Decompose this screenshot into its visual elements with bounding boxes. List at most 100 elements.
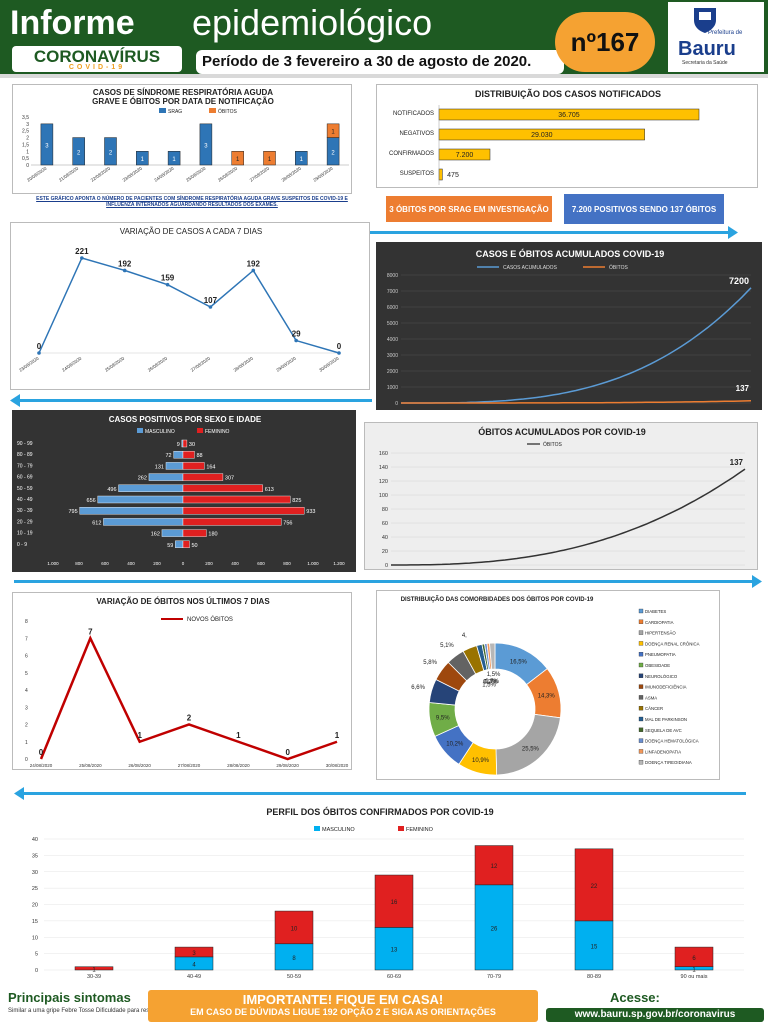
x-tick: 23/08/2020 (18, 355, 40, 372)
category-label: 40 - 49 (17, 497, 33, 503)
bar-label: 2 (109, 150, 113, 156)
srag-chart: CASOS DE SÍNDROME RESPIRATÓRIA AGUDAGRAV… (22, 88, 349, 183)
bar (374, 927, 414, 971)
category-label: 10 - 19 (17, 531, 33, 537)
slice-label: 5,1% (440, 643, 454, 649)
y-tick: 8 (25, 619, 28, 625)
chart-title: CASOS E ÓBITOS ACUMULADOS COVID-19 (476, 248, 665, 259)
important-sub: EM CASO DE DÚVIDAS LIGUE 192 OPÇÃO 2 E S… (190, 1007, 496, 1017)
logo-prefix: Prefeitura de (708, 30, 743, 36)
slice-label: 10,9% (472, 758, 490, 764)
x-tick: 80-89 (587, 974, 601, 980)
title-light: epidemiológico (192, 2, 433, 43)
acum-panel: CASOS E ÓBITOS ACUMULADOS COVID-19 CASOS … (376, 242, 762, 410)
bar-label: 59 (167, 543, 173, 549)
brand-sub: COVID-19 (68, 64, 126, 71)
y-tick: 5 (25, 671, 28, 677)
bar-label: 1 (268, 157, 272, 163)
notif-panel: DISTRIBUIÇÃO DOS CASOS NOTIFICADOS NOTIFI… (376, 84, 758, 188)
slice-label: 16,5% (510, 659, 528, 665)
legend-label: OBESIDADE (645, 663, 670, 668)
bar (175, 540, 184, 549)
data-label: 107 (204, 296, 218, 305)
chart-title: VARIAÇÃO DE ÓBITOS NOS ÚLTIMOS 7 DIAS (96, 597, 270, 606)
bar-label: 2 (77, 150, 81, 156)
bar (474, 884, 514, 971)
legend-label: MAL DE PARKINSON (645, 717, 687, 722)
x-tick: 28/08/2020 (233, 355, 255, 372)
legend-label: FEMININO (205, 429, 230, 435)
title-bold: Informe (10, 4, 135, 42)
bar-label: 2 (331, 150, 335, 156)
bar-label: 26 (491, 926, 498, 932)
category-label: NOTIFICADOS (393, 111, 434, 117)
data-point (294, 338, 298, 343)
legend-swatch (638, 749, 644, 754)
x-tick: 400 (127, 561, 135, 566)
var7ob-chart: VARIAÇÃO DE ÓBITOS NOS ÚLTIMOS 7 DIAS NOV… (25, 597, 349, 768)
category-label: 60 - 69 (17, 475, 33, 481)
legend-label: FEMININO (406, 827, 434, 833)
category-label: CONFIRMADOS (389, 151, 434, 157)
category-label: 80 - 89 (17, 452, 33, 458)
y-tick: 160 (379, 451, 388, 457)
bar-label: 933 (306, 509, 315, 515)
legend-label: NOVOS ÓBITOS (187, 616, 233, 623)
y-tick: 7 (25, 636, 28, 642)
y-tick: 6000 (387, 305, 398, 311)
website-link[interactable]: www.bauru.sp.gov.br/coronavirus (546, 1008, 764, 1022)
obitosacum-panel: ÓBITOS ACUMULADOS POR COVID-19 ÓBITOS 0 20 4… (364, 422, 758, 570)
notif-chart: DISTRIBUIÇÃO DOS CASOS NOTIFICADOS NOTIFI… (389, 89, 700, 185)
var7-panel: VARIAÇÃO DE CASOS A CADA 7 DIAS 0 23/08/20… (10, 222, 370, 390)
x-tick: 29/08/2020 (275, 355, 297, 372)
chart-title: DISTRIBUIÇÃO DAS COMORBIDADES DOS ÓBITOS… (401, 595, 594, 603)
y-tick: 1 (26, 149, 29, 155)
legend-swatch (638, 727, 644, 732)
bar (574, 848, 614, 922)
legend-swatch (398, 826, 404, 831)
x-tick: 30-39 (87, 974, 101, 980)
x-tick: 26/08/2020 (217, 165, 239, 182)
bar-label: 262 (138, 476, 147, 482)
x-tick: 600 (101, 561, 109, 566)
x-tick: 0 (182, 561, 185, 566)
arrow-right-icon (728, 226, 738, 239)
flow-arrow-2 (20, 399, 372, 402)
x-tick: 60-69 (387, 974, 401, 980)
y-tick: 0 (25, 757, 28, 763)
y-tick: 0 (35, 968, 38, 974)
data-label: 192 (247, 259, 261, 268)
x-tick: 200 (205, 561, 213, 566)
end-label: 137 (736, 384, 750, 393)
x-tick: 24/08/2020 (61, 355, 83, 372)
bar-label: 7.200 (456, 152, 474, 159)
bar-label: 612 (92, 520, 101, 526)
slice-label: 9,5% (436, 716, 450, 722)
category-label: 70 - 79 (17, 463, 33, 469)
bar-label: 9 (177, 442, 180, 448)
data-label: 29 (292, 330, 301, 339)
legend-swatch (638, 673, 644, 678)
bar (274, 910, 314, 945)
bar (231, 151, 244, 166)
x-tick: 30/08/2020 (326, 763, 349, 768)
y-tick: 0 (395, 401, 398, 407)
bar (674, 946, 714, 967)
bar-label: 6 (692, 956, 696, 962)
bar-label: 307 (225, 476, 234, 482)
bar (374, 874, 414, 928)
y-tick: 0,5 (22, 156, 29, 162)
comorb-panel: DISTRIBUIÇÃO DAS COMORBIDADES DOS ÓBITOS… (376, 590, 720, 780)
perfil-chart: PERFIL DOS ÓBITOS CONFIRMADOS POR COVID-… (32, 806, 744, 980)
arrow-left-icon (14, 787, 24, 800)
legend-swatch (159, 108, 166, 113)
y-tick: 5 (35, 952, 38, 958)
category-label: 50 - 59 (17, 486, 33, 492)
series-line (401, 287, 752, 404)
issue-badge: nº167 (555, 12, 655, 72)
bar-label: 795 (68, 509, 77, 515)
legend-swatch (314, 826, 320, 831)
bar-label: 1 (172, 157, 176, 163)
bar (182, 518, 282, 526)
arrow-right-icon (752, 575, 762, 588)
